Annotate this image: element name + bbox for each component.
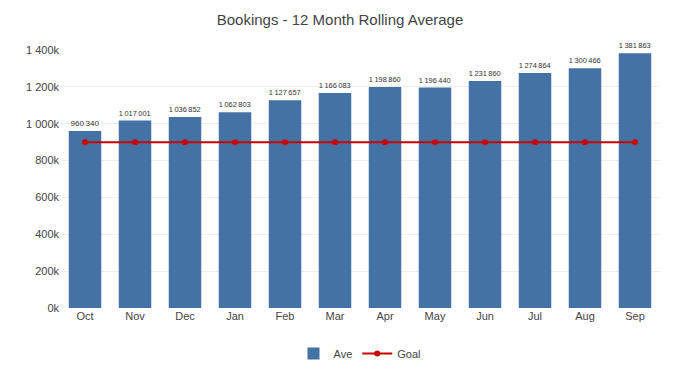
- svg-text:Sep: Sep: [625, 310, 645, 322]
- svg-text:0k: 0k: [47, 302, 59, 314]
- svg-text:Feb: Feb: [276, 310, 295, 322]
- svg-text:1 017 001: 1 017 001: [119, 109, 151, 118]
- svg-text:1 127 657: 1 127 657: [269, 88, 301, 97]
- svg-text:Jun: Jun: [476, 310, 494, 322]
- svg-text:1 400k: 1 400k: [26, 44, 60, 56]
- svg-text:Jul: Jul: [528, 310, 542, 322]
- svg-text:Aug: Aug: [575, 310, 595, 322]
- svg-text:1 381 863: 1 381 863: [619, 41, 651, 50]
- svg-text:Bookings - 12 Month Rolling Av: Bookings - 12 Month Rolling Average: [217, 11, 464, 28]
- svg-text:200k: 200k: [35, 265, 59, 277]
- svg-text:Oct: Oct: [76, 310, 93, 322]
- svg-text:Dec: Dec: [175, 310, 195, 322]
- svg-text:1 062 803: 1 062 803: [219, 100, 251, 109]
- svg-text:Apr: Apr: [376, 310, 393, 322]
- svg-text:1 274 864: 1 274 864: [519, 61, 551, 70]
- svg-text:800k: 800k: [35, 154, 59, 166]
- svg-text:1 300 466: 1 300 466: [569, 56, 601, 65]
- svg-text:600k: 600k: [35, 191, 59, 203]
- svg-text:1 231 860: 1 231 860: [469, 69, 501, 78]
- svg-text:1 036 852: 1 036 852: [169, 105, 201, 114]
- svg-text:Mar: Mar: [326, 310, 345, 322]
- svg-text:Goal: Goal: [397, 348, 420, 360]
- svg-text:1 000k: 1 000k: [26, 118, 60, 130]
- svg-text:1 196 440: 1 196 440: [419, 76, 451, 85]
- svg-text:1 166 083: 1 166 083: [319, 81, 351, 90]
- svg-text:960 340: 960 340: [71, 119, 100, 128]
- svg-text:Jan: Jan: [226, 310, 244, 322]
- svg-text:1 198 860: 1 198 860: [369, 75, 401, 84]
- svg-text:1 200k: 1 200k: [26, 81, 60, 93]
- svg-text:Nov: Nov: [125, 310, 145, 322]
- svg-text:400k: 400k: [35, 228, 59, 240]
- svg-text:May: May: [425, 310, 446, 322]
- svg-text:Ave: Ave: [334, 348, 353, 360]
